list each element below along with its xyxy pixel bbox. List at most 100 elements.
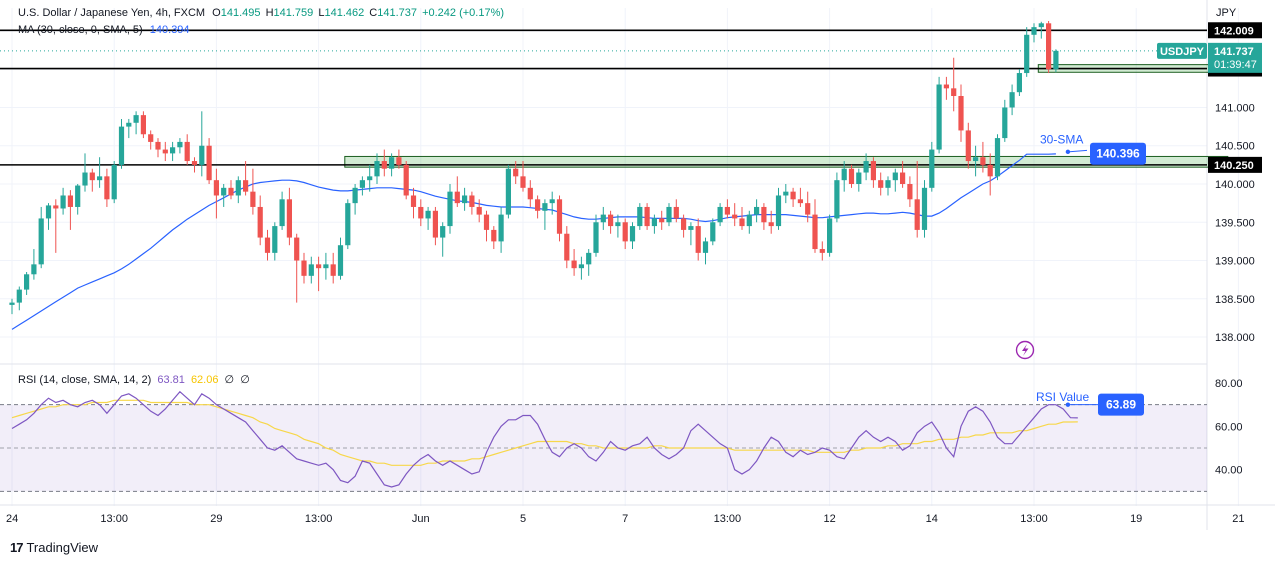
candle-body	[447, 191, 453, 227]
currency-label: JPY	[1216, 7, 1237, 19]
candle-body	[754, 206, 760, 215]
candle-body	[564, 233, 570, 261]
candle	[38, 206, 44, 269]
candle-body	[38, 218, 44, 265]
ma-legend[interactable]: MA (30, close, 0, SMA, 5) 140.394	[18, 24, 190, 36]
rsi-line	[11, 390, 1078, 488]
candle-body	[24, 274, 30, 290]
candle-body	[783, 191, 789, 196]
candle-body	[980, 157, 986, 165]
candle	[885, 176, 891, 196]
change-value: +0.242 (+0.17%)	[422, 7, 505, 19]
candle	[695, 218, 701, 261]
candle	[644, 203, 650, 230]
candle-body	[593, 222, 599, 253]
candle-body	[367, 176, 373, 181]
candle	[790, 187, 796, 207]
price-tick-label: 140.500	[1215, 141, 1255, 153]
candle-body	[352, 187, 358, 204]
rsi-legend[interactable]: RSI (14, close, SMA, 14, 2) 63.81 62.06 …	[18, 373, 250, 386]
candle-body	[374, 161, 380, 177]
candle	[593, 214, 599, 257]
candle-body	[695, 226, 701, 253]
rsi-sma-line	[11, 399, 1078, 466]
candle	[673, 199, 679, 223]
candle	[732, 203, 738, 227]
candle	[812, 199, 818, 253]
high-label: H	[265, 7, 274, 19]
rsi-tick-label: 60.00	[1215, 421, 1243, 433]
candle-body	[586, 252, 592, 265]
tradingview-logo-icon: 17	[10, 540, 24, 555]
candle-body	[622, 222, 628, 242]
brand-name: TradingView	[26, 540, 99, 555]
candle-body	[133, 115, 139, 123]
candle	[447, 184, 453, 234]
candle	[155, 138, 161, 158]
candle	[542, 199, 548, 230]
candle-body	[775, 195, 782, 227]
candle-body	[710, 222, 716, 242]
candle	[53, 199, 59, 253]
candle	[775, 187, 782, 230]
candle	[1046, 21, 1052, 74]
candle	[31, 249, 37, 280]
current-price-box	[1208, 42, 1262, 73]
candle	[622, 218, 628, 250]
time-tick-label: 5	[520, 513, 526, 525]
level-high-tag-text: 142.009	[1214, 25, 1254, 37]
candle-body	[578, 264, 584, 269]
candle-body	[1009, 92, 1015, 108]
level-high-tag-box	[1208, 22, 1262, 39]
symbol-title[interactable]: U.S. Dollar / Japanese Yen, 4h, FXCM	[18, 7, 206, 19]
rsi-legend-empty-1: ∅	[224, 374, 235, 386]
candle	[586, 249, 592, 276]
candle	[162, 141, 168, 162]
candle	[513, 161, 519, 184]
candle	[878, 172, 884, 196]
level-low-tag-text: 140.250	[1214, 160, 1254, 172]
sma-value-box	[1090, 142, 1146, 165]
candle-body	[45, 205, 52, 219]
candle-body	[476, 206, 482, 215]
candle-body	[155, 141, 161, 150]
time-tick-label: 21	[1232, 513, 1244, 525]
candle	[425, 206, 431, 230]
candle	[600, 206, 606, 230]
tradingview-brand[interactable]: 17 TradingView	[10, 540, 98, 555]
candle-body	[432, 210, 438, 238]
candle-body	[272, 226, 278, 253]
candle-body	[688, 226, 694, 230]
candle	[177, 138, 183, 154]
candle	[827, 214, 833, 257]
close-label: C	[369, 7, 378, 19]
candle	[206, 138, 212, 184]
candle	[848, 164, 855, 188]
price-tick-label: 138.500	[1215, 294, 1255, 306]
candle-body	[491, 229, 497, 242]
candle	[491, 226, 497, 250]
candle-body	[717, 206, 723, 223]
candle-body	[790, 191, 796, 200]
candle-body	[264, 237, 271, 253]
open-value: 141.495	[220, 7, 261, 19]
candle	[337, 237, 344, 280]
candle	[279, 191, 285, 230]
candle-body	[863, 161, 869, 173]
candle-body	[301, 260, 307, 276]
candle-body	[221, 187, 227, 196]
candle	[681, 214, 687, 238]
symbol-tag-box	[1157, 42, 1207, 59]
candle-body	[337, 245, 344, 276]
candle	[768, 210, 774, 234]
candle-body	[965, 130, 971, 162]
candle	[520, 161, 526, 192]
candle-body	[53, 205, 59, 209]
candle-body	[1002, 107, 1008, 139]
candle-body	[177, 141, 183, 148]
candle-body	[615, 222, 621, 227]
candle-body	[805, 203, 811, 215]
candle-body	[535, 199, 541, 211]
candle	[257, 195, 263, 246]
